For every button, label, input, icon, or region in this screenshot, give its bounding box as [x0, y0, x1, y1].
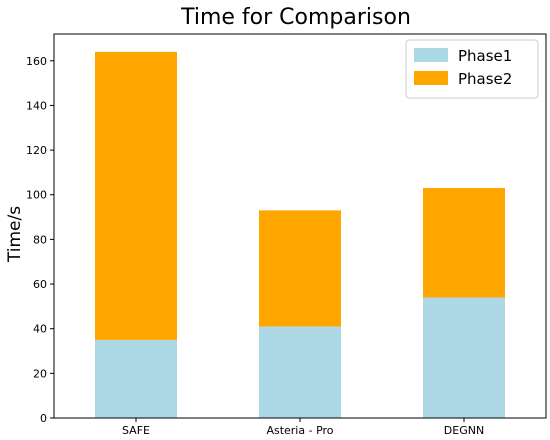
bar-phase1-1 — [259, 326, 341, 418]
legend: Phase1 Phase2 — [405, 39, 539, 99]
y-axis: 0 20 40 60 80 100 120 140 160 — [26, 55, 54, 425]
y-axis-label: Time/s — [5, 206, 25, 263]
bar-phase1-0 — [95, 339, 177, 418]
x-tick-label: DEGNN — [444, 424, 484, 437]
y-tick-label: 60 — [33, 278, 47, 291]
x-tick-label: SAFE — [122, 424, 150, 437]
y-tick-label: 140 — [26, 99, 47, 112]
y-tick-label: 40 — [33, 323, 47, 336]
x-tick-label: Asteria - Pro — [266, 424, 333, 437]
legend-label-phase1: Phase1 — [458, 47, 512, 65]
legend-swatch-phase2 — [414, 71, 448, 85]
y-tick-label: 80 — [33, 233, 47, 246]
legend-label-phase2: Phase2 — [458, 70, 512, 88]
y-tick-label: 120 — [26, 144, 47, 157]
x-axis: SAFE Asteria - Pro DEGNN — [122, 418, 484, 437]
legend-swatch-phase1 — [414, 48, 448, 62]
y-tick-label: 100 — [26, 189, 47, 202]
bar-phase2-1 — [259, 210, 341, 327]
bar-phase2-2 — [423, 188, 505, 298]
y-tick-label: 160 — [26, 55, 47, 68]
plot-area — [53, 33, 547, 419]
bar-phase1-2 — [423, 297, 505, 418]
chart-title: Time for Comparison — [180, 5, 411, 30]
y-tick-label: 20 — [33, 367, 47, 380]
y-tick-label: 0 — [40, 412, 47, 425]
bar-phase2-0 — [95, 51, 177, 340]
